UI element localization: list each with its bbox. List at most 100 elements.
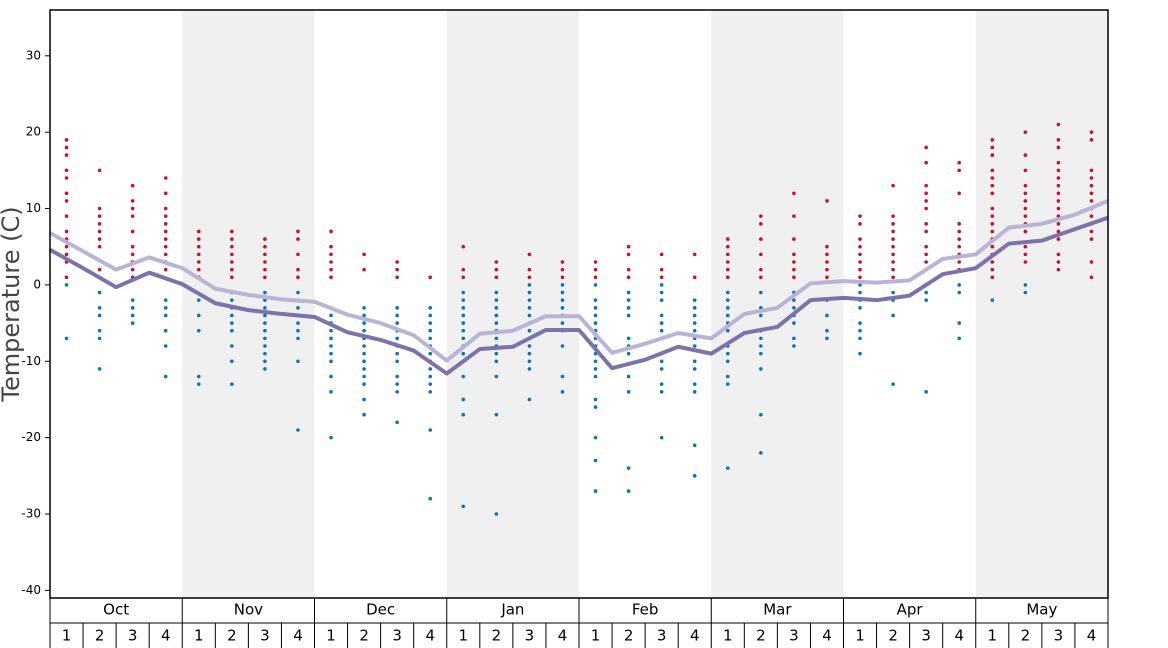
temp-dot — [560, 275, 565, 280]
temp-dot — [296, 290, 300, 295]
temp-dot — [263, 298, 267, 302]
y-tick-label: -10 — [21, 354, 41, 368]
week-label: 2 — [888, 627, 898, 645]
week-label: 1 — [459, 627, 469, 645]
temp-dot — [1023, 252, 1028, 257]
temp-dot — [196, 374, 201, 379]
temp-dot — [362, 344, 366, 348]
temp-dot — [163, 176, 168, 180]
temp-dot — [692, 359, 697, 364]
temp-dot — [1023, 191, 1028, 196]
temp-dot — [725, 290, 730, 295]
temp-dot — [1056, 183, 1061, 188]
temp-dot — [395, 336, 399, 341]
temp-dot — [230, 321, 234, 325]
temp-dot — [593, 397, 598, 402]
temp-dot — [263, 252, 267, 257]
temp-dot — [230, 344, 234, 348]
temp-dot — [296, 328, 300, 333]
week-label: 3 — [789, 627, 799, 645]
temp-dot — [659, 275, 664, 280]
temp-dot — [593, 321, 598, 325]
temp-dot — [990, 260, 995, 264]
temp-dot — [692, 275, 697, 280]
temp-dot — [792, 237, 796, 241]
temp-dot — [263, 328, 267, 333]
temp-dot — [1023, 206, 1028, 211]
week-label: 2 — [1021, 627, 1031, 645]
temp-dot — [230, 267, 234, 272]
temp-dot — [263, 367, 267, 371]
temp-dot — [362, 252, 366, 257]
temp-dot — [329, 390, 333, 394]
temp-dot — [759, 313, 763, 318]
month-label: Apr — [897, 601, 924, 619]
temp-dot — [792, 275, 796, 280]
temp-dot — [891, 183, 895, 188]
month-shade — [711, 10, 844, 598]
temp-dot — [461, 374, 466, 379]
temp-dot — [659, 367, 664, 371]
temp-dot — [692, 313, 697, 318]
temp-dot — [97, 244, 102, 249]
temp-dot — [64, 168, 69, 173]
temp-dot — [428, 313, 433, 318]
temp-dot — [825, 260, 829, 264]
temp-dot — [494, 306, 499, 310]
y-tick-label: 20 — [26, 125, 41, 139]
month-shade — [446, 10, 579, 598]
temp-dot — [163, 328, 168, 333]
temp-dot — [296, 229, 300, 234]
temp-dot — [560, 390, 565, 394]
temp-dot — [593, 435, 598, 440]
temp-dot — [560, 306, 565, 310]
temp-dot — [395, 313, 399, 318]
temp-dot — [990, 176, 995, 180]
temp-dot — [891, 267, 895, 272]
temp-dot — [196, 244, 201, 249]
temp-dot — [1023, 229, 1028, 234]
temp-dot — [891, 382, 895, 386]
week-label: 4 — [1087, 627, 1097, 645]
temp-dot — [362, 382, 366, 386]
temp-dot — [1023, 244, 1028, 249]
temp-dot — [659, 359, 664, 364]
temp-dot — [759, 222, 763, 226]
temp-dot — [891, 260, 895, 264]
temp-dot — [64, 145, 69, 150]
temp-dot — [461, 351, 466, 356]
temp-dot — [1056, 145, 1061, 150]
temp-dot — [1089, 199, 1094, 203]
temp-dot — [990, 298, 995, 302]
temp-dot — [692, 474, 697, 478]
temp-dot — [494, 267, 499, 272]
temp-dot — [792, 214, 796, 218]
temp-dot — [1056, 191, 1061, 196]
temp-dot — [97, 237, 102, 241]
temp-dot — [891, 290, 895, 295]
temp-dot — [891, 222, 895, 226]
temp-dot — [692, 443, 697, 448]
temp-dot — [924, 183, 928, 188]
temp-dot — [494, 260, 499, 264]
y-tick-label: 30 — [26, 48, 41, 62]
temp-dot — [494, 321, 499, 325]
temp-dot — [196, 328, 201, 333]
temp-dot — [230, 252, 234, 257]
temp-dot — [64, 283, 69, 287]
trend-line — [49, 215, 1109, 376]
month-label: Feb — [632, 601, 659, 619]
temp-dot — [395, 374, 399, 379]
temp-dot — [494, 313, 499, 318]
temp-dot — [230, 275, 234, 280]
temp-dot — [428, 428, 433, 432]
y-tick-label: -30 — [21, 507, 41, 521]
temp-dot — [560, 267, 565, 272]
temp-dot — [263, 244, 267, 249]
temp-dot — [560, 260, 565, 264]
temp-dot — [395, 420, 399, 425]
temp-dot — [97, 290, 102, 295]
temp-dot — [759, 252, 763, 257]
temp-dot — [329, 229, 333, 234]
temp-dot — [329, 351, 333, 356]
